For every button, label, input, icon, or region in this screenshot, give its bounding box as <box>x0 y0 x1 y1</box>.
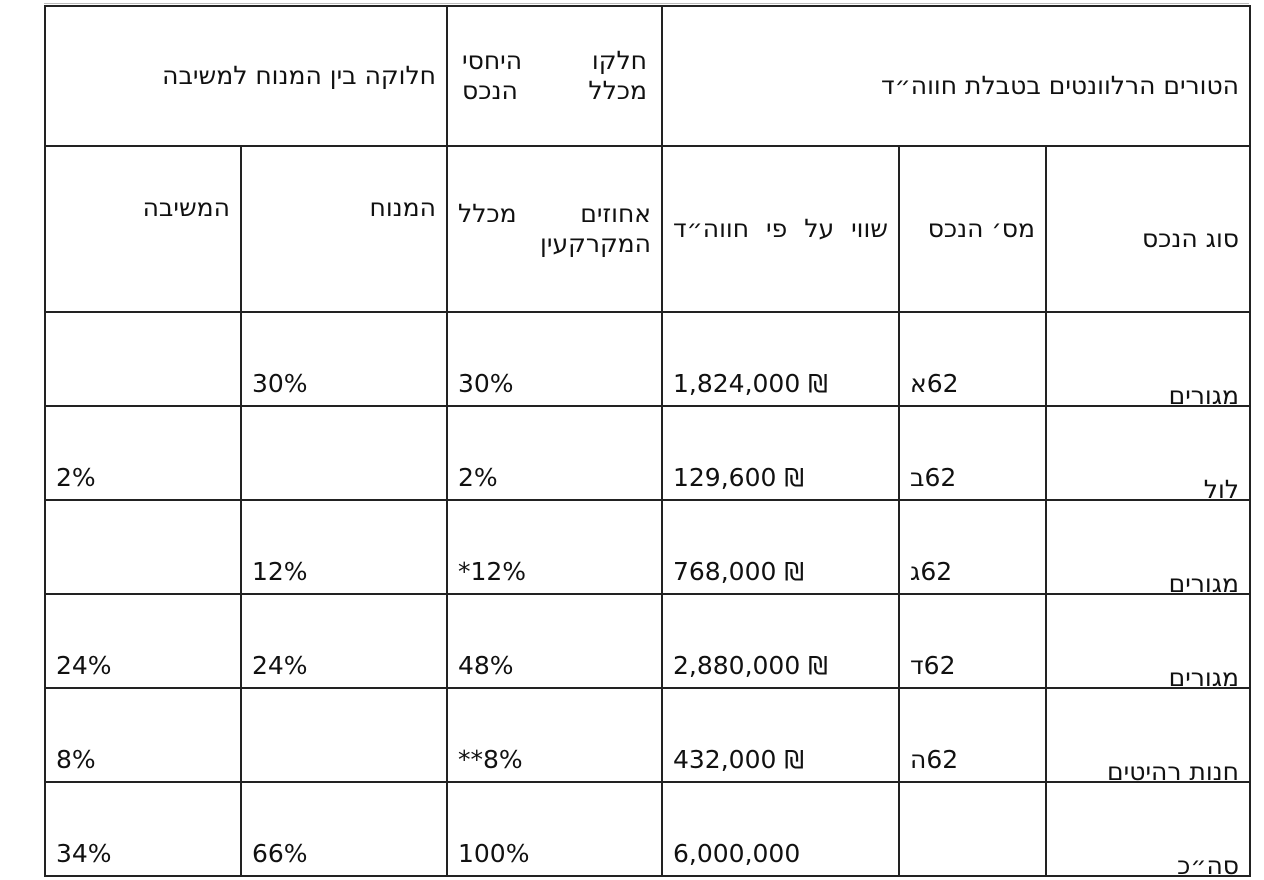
cell-asset-type: מגורים <box>1168 663 1240 692</box>
cell-asset-number: 62ד <box>910 651 956 680</box>
cell-percent: **8% <box>458 745 523 774</box>
cell-percent: *12% <box>458 557 527 586</box>
header-relevant-columns: הטורים הרלוונטים בטבלת חווה״ד <box>660 5 1252 147</box>
cell-percent: 48% <box>458 651 514 680</box>
header-relative-share: חלקו היחסי מכלל הנכס <box>446 5 663 147</box>
cell-value: 6,000,000 <box>673 839 801 868</box>
col-header-respondent: המשיבה <box>44 145 242 313</box>
cell-respondent: 8% <box>56 745 96 774</box>
table-row-total: סה״כ 6,000,000 100% 66% 34% <box>44 781 1252 880</box>
document-page: הטורים הרלוונטים בטבלת חווה״ד חלקו היחסי… <box>44 0 1252 880</box>
header-group-row: הטורים הרלוונטים בטבלת חווה״ד חלקו היחסי… <box>44 5 1252 147</box>
cell-asset-number: 62ב <box>910 463 957 492</box>
cell-asset-type: מגורים <box>1168 381 1240 410</box>
cell-percent: 2% <box>458 463 498 492</box>
col-header-deceased: המנוח <box>240 145 448 313</box>
cell-percent: 100% <box>458 839 530 868</box>
cell-asset-number: 62ג <box>910 557 953 586</box>
cell-value: 768,000 ₪ <box>673 557 804 586</box>
cell-asset-number: 62א <box>910 369 959 398</box>
col-header-value: שווי על פי חווה״ד <box>660 145 901 313</box>
cell-respondent: 2% <box>56 463 96 492</box>
table-row: מגורים 62ג 768,000 ₪ *12% 12% <box>44 499 1252 598</box>
cell-percent: 30% <box>458 369 514 398</box>
cell-asset-type: חנות רהיטים <box>1107 757 1240 786</box>
cell-asset-type: מגורים <box>1168 569 1240 598</box>
cell-deceased: 12% <box>252 557 308 586</box>
page-top-edge <box>44 0 1249 4</box>
cell-value: 129,600 ₪ <box>673 463 804 492</box>
table-row: מגורים 62א 1,824,000 ₪ 30% 30% <box>44 311 1252 410</box>
cell-deceased: 66% <box>252 839 308 868</box>
cell-asset-number: 62ה <box>910 745 959 774</box>
col-header-asset-number: מס׳ הנכס <box>898 145 1048 313</box>
table-row: חנות רהיטים 62ה 432,000 ₪ **8% 8% <box>44 687 1252 786</box>
cell-respondent: 34% <box>56 839 112 868</box>
col-header-percent-total: אחוזים מכלל המקרקעין <box>446 145 663 313</box>
cell-value: 1,824,000 ₪ <box>673 369 828 398</box>
header-columns-row: סוג הנכס מס׳ הנכס שווי על פי חווה״ד אחוז… <box>44 145 1252 313</box>
assets-division-table: הטורים הרלוונטים בטבלת חווה״ד חלקו היחסי… <box>44 5 1252 880</box>
cell-deceased: 24% <box>252 651 308 680</box>
table-row: מגורים 62ד 2,880,000 ₪ 48% 24% 24% <box>44 593 1252 692</box>
cell-asset-type: סה״כ <box>1177 851 1240 880</box>
cell-value: 432,000 ₪ <box>673 745 804 774</box>
header-division: חלוקה בין המנוח למשיבה <box>44 5 448 147</box>
cell-deceased: 30% <box>252 369 308 398</box>
col-header-asset-type: סוג הנכס <box>1045 145 1252 313</box>
cell-asset-type: לול <box>1203 475 1240 504</box>
cell-value: 2,880,000 ₪ <box>673 651 828 680</box>
cell-respondent: 24% <box>56 651 112 680</box>
table-row: לול 62ב 129,600 ₪ 2% 2% <box>44 405 1252 504</box>
